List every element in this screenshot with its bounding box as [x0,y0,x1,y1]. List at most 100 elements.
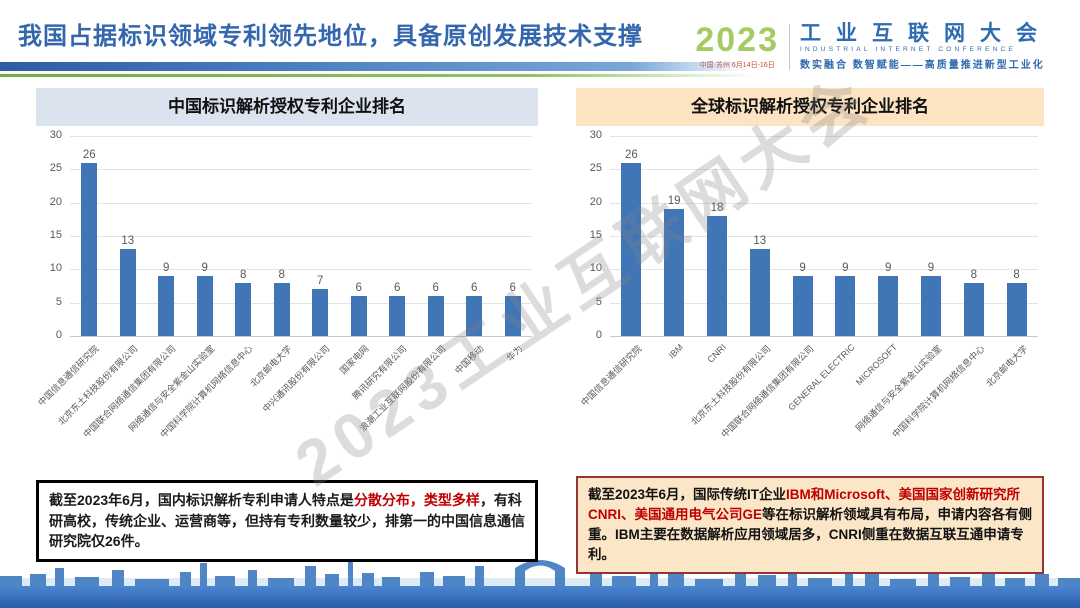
logo-event-name-cn: 工业互联网大会 [800,22,1052,45]
gridline [610,269,1038,271]
bar: 6 国家电网 [338,282,371,376]
gridline [610,302,1038,304]
bar-value-label: 8 [240,268,247,281]
china-note-box: 截至2023年6月，国内标识解析专利申请人特点是分散分布，类型多样，有科研高校，… [36,480,538,563]
y-axis-tick: 0 [595,329,602,341]
bar-value-label: 18 [710,202,724,214]
bar-value-label: 6 [471,282,478,294]
bar-value-label: 6 [509,282,516,294]
note-text: 截至2023年6月，国内标识解析专利申请人特点是 [49,492,354,508]
bar: 26 中国信息通信研究院 [37,149,101,408]
category-label: 中国移动 [453,343,486,376]
footer-blue-band [0,586,1080,608]
category-label: 国家电网 [337,343,371,376]
bar-value-label: 9 [884,262,892,274]
header-divider-green [0,74,760,77]
bar: 6 腾讯研究有限公司 [351,282,409,401]
category-label: 中国信息通信研究院 [579,343,644,408]
category-label: 北京东土科技股份有限公司 [688,343,773,427]
bar: 9 中国联合网络通信集团有限公司 [82,262,178,440]
y-axis-tick: 20 [589,195,602,208]
gridline [610,202,1038,204]
bar: 9 网络通信与安全紫金山实验室 [127,262,217,433]
logo-year: 2023 [695,21,779,60]
gridline [610,336,1038,337]
gridline [610,169,1038,171]
y-axis-tick: 30 [589,129,602,141]
y-axis-tick: 10 [49,262,62,275]
logo-event-name-en: INDUSTRIAL INTERNET CONFERENCE [800,46,1016,54]
bar: 6 华为 [505,282,525,363]
y-axis-tick: 25 [49,162,62,175]
gridline [70,136,532,137]
logo-slogan: 数实融合 数智赋能——高质量推进新型工业化 [800,60,1045,72]
gridline [70,269,532,271]
bar-value-label: 6 [432,282,439,294]
y-axis-tick: 0 [55,329,62,341]
note-highlight-text: IBM和Microsoft、美国国家创新研究所CNRI、美国通用电气公司GE [588,487,1021,522]
bar: 18 CNRI [705,202,728,365]
bar-value-label: 19 [667,195,681,208]
bar: 8 北京邮电大学 [984,269,1029,389]
bar-value-label: 9 [927,262,935,274]
bar: 7 中兴通讯股份有限公司 [261,275,332,414]
global-note-box: 截至2023年6月，国际传统IT企业IBM和Microsoft、美国国家创新研究… [576,476,1044,574]
y-axis-tick: 5 [595,295,602,308]
bar-value-label: 8 [1013,268,1020,281]
bar-value-label: 26 [624,148,638,161]
category-label: 北京邮电大学 [983,343,1030,389]
bar: 9 网络通信与安全紫金山实验室 [854,262,944,433]
city-skyline-footer [0,552,1080,608]
y-axis-tick: 5 [55,295,62,308]
note-text: 截至2023年6月，国际传统IT企业 [588,487,787,502]
global-chart-title: 全球标识解析授权专利企业排名 [576,88,1044,126]
bar-value-label: 9 [201,262,208,274]
note-text: ，有科研高校，传统企业、运营商等，但持有专利数量较少，排第一的中国信息通信研究院… [49,492,525,550]
page-title: 我国占据标识领域专利领先地位，具备原创发展技术支撑 [18,23,643,50]
panel-global-ranking: 全球标识解析授权专利企业排名 0 5 10 15 20 25 30 26 中国信息通信研究院 19… [576,88,1044,574]
bar-value-label: 6 [394,282,401,294]
y-axis-tick: 15 [49,229,62,241]
note-text: 等在标识解析领域具有布局，申请内容各有侧重。IBM主要在数据解析应用领域居多，C… [588,506,1033,562]
bar: 19 IBM [664,195,685,360]
bar: 13 北京东土科技股份有限公司 [689,235,772,427]
y-axis-tick: 25 [589,162,602,175]
bar-value-label: 9 [842,262,849,274]
bar: 6 浪潮工业互联网股份有限公司 [358,282,448,433]
gridline [70,169,532,171]
category-label: MICROSOFT [853,342,900,388]
bar-value-label: 8 [970,268,977,281]
y-axis-tick: 30 [49,129,62,141]
bar: 8 中国科学院计算机网络信息中心 [890,269,986,440]
gridline [610,236,1038,237]
bar: 9 GENERAL ELECTRIC [786,262,857,413]
skyline-buildings [0,552,1080,588]
bar: 8 北京邮电大学 [248,269,293,389]
bar-value-label: 13 [121,235,135,248]
plot-area: 0 5 10 15 20 25 30 26 中国信息通信研究院 13 北京东土科技股份有限公司 9 中国… [37,129,532,440]
gridline [70,336,532,337]
category-label: IBM [666,342,686,361]
global-bar-chart: 0 5 10 15 20 25 30 26 中国信息通信研究院 19 IBM 18 CNRI 13 北京东土… [576,126,1044,454]
category-label: 中兴通讯股份有限公司 [261,343,332,415]
note-highlight-text: 分散分布，类型多样 [353,492,480,508]
plot-area: 0 5 10 15 20 25 30 26 中国信息通信研究院 19 IBM 18 CNRI 13 北京东土… [580,129,1038,440]
y-axis-tick: 15 [589,229,602,241]
bar-value-label: 9 [799,262,806,274]
gridline [70,302,532,304]
bar: 9 MICROSOFT [854,262,899,387]
chart-panels: 中国标识解析授权专利企业排名 0 5 10 15 20 25 30 26 中国信息通信研究院 13… [0,88,1080,574]
bar: 8 中国科学院计算机网络信息中心 [159,269,255,440]
china-chart-title: 中国标识解析授权专利企业排名 [36,88,538,126]
bar-value-label: 26 [82,148,96,161]
y-axis-tick: 20 [49,195,62,208]
logo-divider [789,23,790,70]
bar-value-label: 8 [278,268,285,281]
bar: 6 中国移动 [453,282,486,376]
bar: 13 北京东土科技股份有限公司 [56,235,139,427]
bar: 26 中国信息通信研究院 [580,149,644,408]
gridline [610,136,1038,137]
bar-value-label: 6 [355,282,362,294]
bar-series: 26 中国信息通信研究院 13 北京东土科技股份有限公司 9 中国联合网络通信集团有限公司… [37,136,532,440]
